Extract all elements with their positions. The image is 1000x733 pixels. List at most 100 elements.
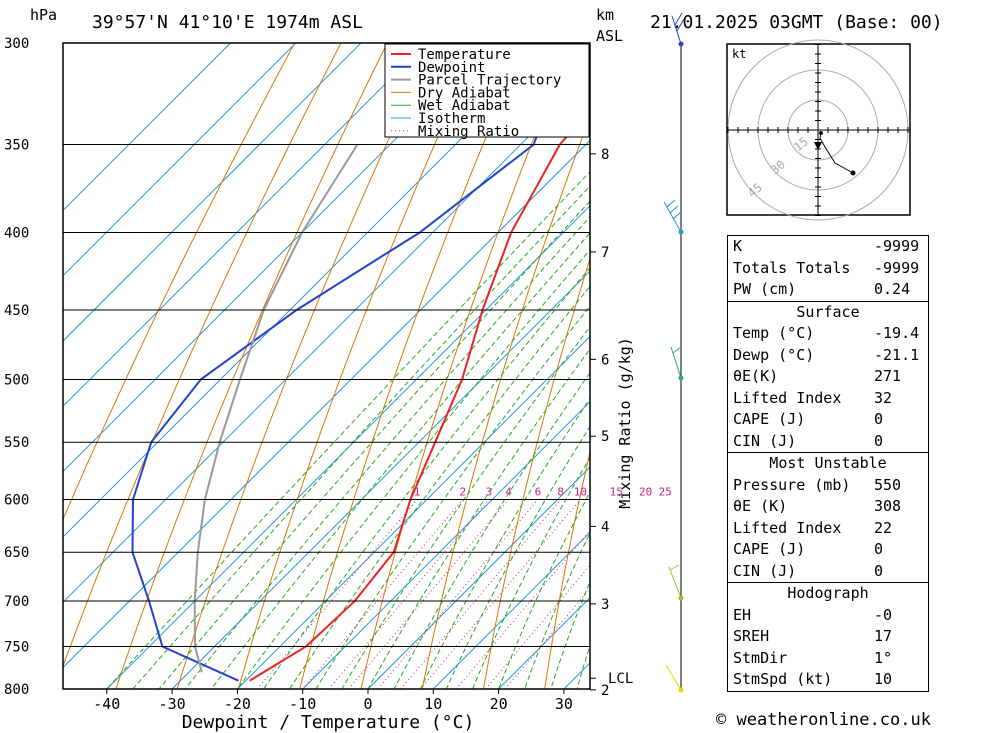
hodo-unit: kt bbox=[732, 47, 746, 61]
wet-adiabat-line bbox=[106, 170, 590, 689]
mixing-ratio-line bbox=[419, 499, 581, 689]
km-tick-label: 8 bbox=[601, 147, 609, 163]
pressure-label: 400 bbox=[4, 225, 29, 241]
surface-row: CIN (J) 0 bbox=[733, 431, 884, 450]
credit-footer[interactable]: © weatheronline.co.uk bbox=[716, 710, 931, 730]
isotherm-line bbox=[302, 400, 590, 689]
x-axis-title: Dewpoint / Temperature (°C) bbox=[182, 712, 475, 733]
pressure-label: 500 bbox=[4, 372, 29, 388]
isotherm-line bbox=[63, 43, 558, 538]
pressure-label: 600 bbox=[4, 493, 29, 509]
hodo-trace bbox=[819, 132, 854, 174]
km-tick-label: 4 bbox=[601, 519, 609, 535]
index-row-pw: PW (cm) 0.24 bbox=[733, 280, 911, 298]
wind-dot-500 bbox=[678, 375, 684, 381]
isotherm-line bbox=[63, 43, 427, 408]
asl-label: ASL bbox=[596, 27, 623, 45]
isotherm-line bbox=[367, 466, 590, 689]
surface-row: Temp (°C) -19.4 bbox=[733, 324, 920, 342]
mixing-ratio-line bbox=[485, 564, 590, 689]
km-tick-label: LCL bbox=[608, 671, 633, 687]
mixing-ratio-label: 4 bbox=[505, 486, 512, 499]
legend-label: Parcel Trajectory bbox=[418, 73, 561, 89]
wet-adiabat-line bbox=[419, 397, 590, 689]
legend-box bbox=[384, 43, 590, 138]
index-row-k: K -9999 bbox=[733, 237, 920, 255]
isotherm-line bbox=[63, 43, 297, 277]
km-tick-label: 3 bbox=[601, 597, 609, 613]
hodo-point-top bbox=[819, 131, 823, 135]
indices-top-box: K -9999 Totals Totals -9999 PW (cm) 0.24 bbox=[728, 236, 928, 301]
x-axis-ticks: -40 -30 -20 -10 0 10 20 30 bbox=[93, 689, 573, 713]
km-tick-label: 5 bbox=[601, 429, 609, 445]
wind-dot-surface bbox=[678, 687, 684, 693]
isotherm-line bbox=[63, 43, 362, 342]
x-tick-label: -30 bbox=[159, 695, 186, 713]
pressure-label: 650 bbox=[4, 545, 29, 561]
mixing-ratio-label: 2 bbox=[459, 486, 466, 499]
hodograph-row: EH -0 bbox=[733, 605, 893, 624]
isotherm-line bbox=[171, 270, 590, 689]
wet-adiabat-line bbox=[524, 531, 590, 689]
x-tick-label: -10 bbox=[289, 695, 316, 713]
dry-adiabat-line bbox=[63, 43, 342, 668]
dry-adiabat-line bbox=[483, 257, 590, 689]
surface-row: θE(K) 271 bbox=[733, 367, 902, 385]
most-unstable-row: CAPE (J) 0 bbox=[733, 540, 884, 558]
km-tick-label: 6 bbox=[601, 352, 609, 368]
x-tick-label: -20 bbox=[224, 695, 251, 713]
mixing-ratio-line bbox=[377, 499, 539, 689]
wind-profile bbox=[663, 12, 685, 693]
storm-motion-icon bbox=[814, 142, 822, 150]
hodograph-indices-title: Hodograph bbox=[787, 584, 869, 602]
x-tick-label: 0 bbox=[363, 695, 372, 713]
hpa-unit-label: hPa bbox=[30, 6, 57, 24]
mixing-ratio-label: 15 bbox=[610, 486, 623, 499]
pressure-label: 450 bbox=[4, 303, 29, 319]
most-unstable-row: CIN (J) 0 bbox=[733, 561, 884, 580]
x-tick-label: 10 bbox=[424, 695, 442, 713]
wind-dot-700 bbox=[678, 595, 684, 601]
legend-label: Dry Adiabat bbox=[418, 85, 511, 101]
mixing-ratio-label: 1 bbox=[414, 486, 421, 499]
mixing-ratio-line bbox=[400, 499, 562, 689]
km-unit-label: km bbox=[596, 6, 614, 24]
hodograph-row: SREH 17 bbox=[733, 627, 893, 645]
pressure-label: 750 bbox=[4, 639, 29, 655]
mixing-ratio-label: 25 bbox=[659, 486, 672, 499]
wind-dot-300 bbox=[678, 41, 684, 47]
mixing-ratio-line bbox=[504, 587, 590, 689]
plot-frame bbox=[62, 42, 591, 690]
mixing-ratio-label: 6 bbox=[535, 486, 542, 499]
hodograph: kt 15 30 45 bbox=[726, 39, 911, 221]
isotherm-line bbox=[63, 43, 231, 212]
pressure-label: 300 bbox=[4, 36, 29, 52]
legend-label: Isotherm bbox=[418, 111, 485, 127]
most-unstable-row: θE (K) 308 bbox=[733, 497, 902, 515]
isotherm-line bbox=[63, 74, 590, 603]
dry-adiabat-line bbox=[544, 449, 590, 689]
mixing-ratio-label: 10 bbox=[574, 486, 587, 499]
isotherm-line bbox=[432, 531, 590, 689]
mixing-ratio-label: 20 bbox=[639, 486, 652, 499]
mixing-ratio-axis-title: Mixing Ratio (g/kg) bbox=[616, 337, 634, 509]
isotherm-line bbox=[237, 335, 590, 689]
hodo-point-surface bbox=[850, 170, 856, 176]
dry-adiabat-line bbox=[63, 43, 296, 521]
wind-barb-300 bbox=[671, 12, 685, 45]
wind-barb-500 bbox=[670, 346, 682, 379]
x-tick-label: 20 bbox=[490, 695, 508, 713]
wind-barb-400 bbox=[663, 199, 682, 233]
wet-adiabat-line bbox=[158, 200, 590, 689]
wet-adiabat-line bbox=[550, 580, 590, 689]
most-unstable-box: Most Unstable Pressure (mb) 550 θE (K) 308… bbox=[728, 452, 928, 582]
pressure-label: 800 bbox=[4, 682, 29, 698]
legend-label: Temperature bbox=[418, 47, 511, 63]
datetime-title: 21.01.2025 03GMT (Base: 00) bbox=[650, 12, 943, 33]
wind-dot-400 bbox=[678, 229, 684, 235]
dry-adiabat-line bbox=[972, 43, 1000, 689]
hodograph-row: StmSpd (kt) 10 bbox=[733, 670, 893, 688]
surface-row: CAPE (J) 0 bbox=[733, 410, 884, 428]
